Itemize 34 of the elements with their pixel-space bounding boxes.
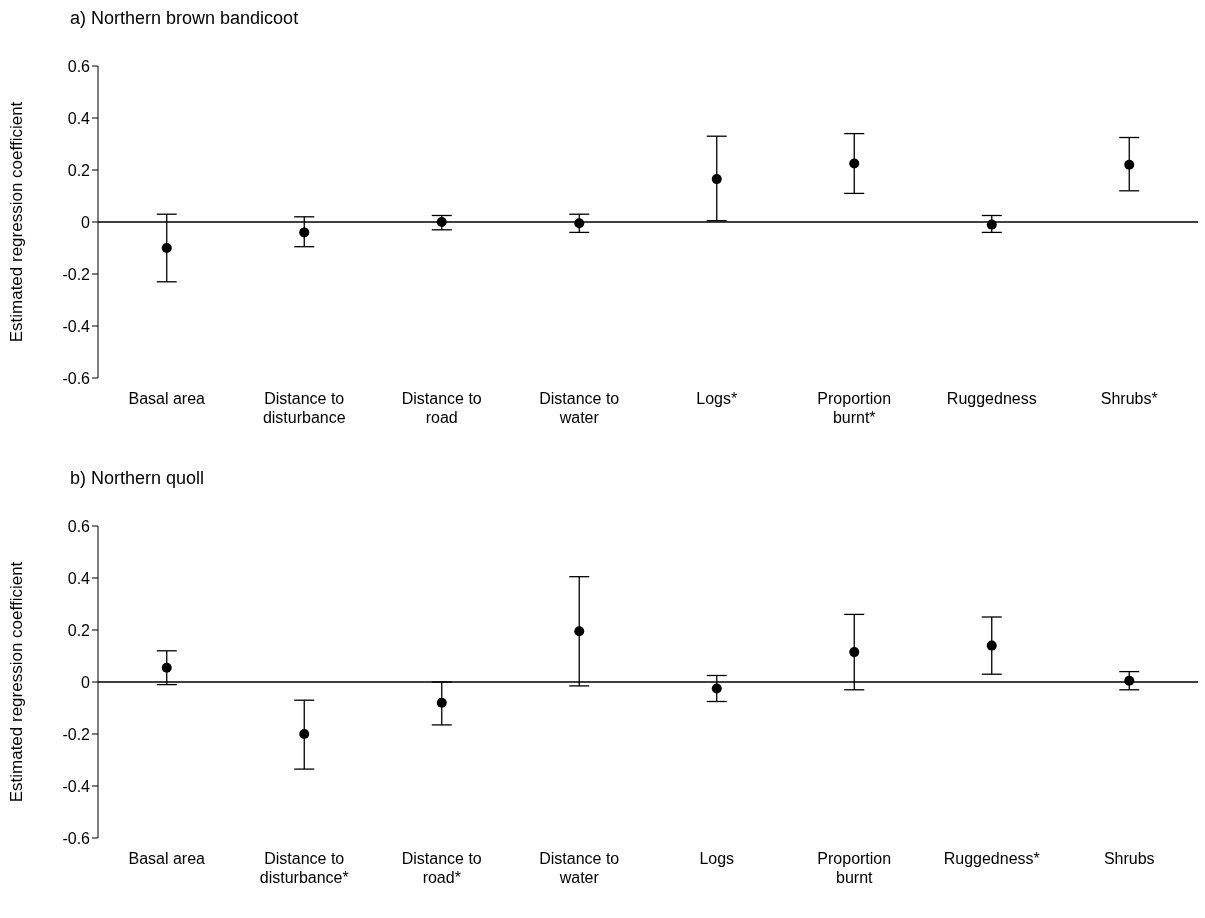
x-tick-label: Ruggedness* [943,850,1040,868]
y-tick-label: -0.6 [62,829,91,847]
x-tick-label: Basal area [128,390,206,408]
y-tick-label: 0.4 [67,569,91,587]
y-tick-label: 0 [81,213,91,231]
y-tick-label: -0.4 [62,777,91,795]
x-tick-label: Ruggedness [946,390,1037,408]
chart-title: a) Northern brown bandicoot [69,8,300,30]
x-tick-label: Distance to water [539,850,620,886]
y-tick-label: 0.2 [67,161,91,179]
y-tick-label: 0.4 [67,109,91,127]
x-tick-label: Distance to road [401,390,482,426]
chart-title: b) Northern quoll [69,468,206,490]
y-tick-label: 0 [81,673,91,691]
x-tick-label: Distance to disturbance* [259,850,349,886]
x-tick-label: Shrubs [1103,850,1155,868]
x-tick-label: Basal area [128,850,206,868]
y-tick-label: -0.2 [62,725,91,743]
x-tick-label: Proportion burnt [817,850,892,886]
y-tick-label: -0.2 [62,265,91,283]
x-tick-label: Proportion burnt* [817,390,892,426]
x-tick-label: Distance to water [539,390,620,426]
x-tick-label: Shrubs* [1100,390,1158,408]
y-tick-label: 0.6 [67,57,91,75]
y-axis-title: Estimated regression coefficient [7,561,27,803]
x-tick-label: Logs [699,850,735,868]
y-tick-label: -0.6 [62,369,91,387]
y-tick-label: 0.2 [67,621,91,639]
x-tick-label: Logs* [696,390,738,408]
x-tick-label: Distance to disturbance [262,390,346,426]
x-tick-label: Distance to road* [401,850,482,886]
y-tick-label: -0.4 [62,317,91,335]
y-axis-title: Estimated regression coefficient [7,101,27,343]
y-tick-label: 0.6 [67,517,91,535]
